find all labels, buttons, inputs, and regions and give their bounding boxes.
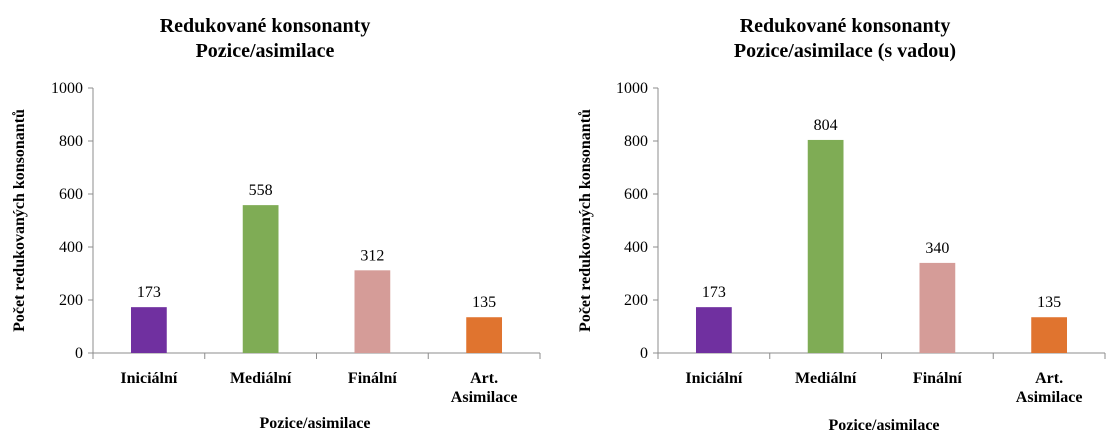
chart-2-title-line-2: Pozice/asimilace (s vadou) [734,40,956,62]
chart-2-bar-1 [695,307,732,353]
chart-1-data-label-1: 173 [137,284,161,301]
chart-1-bar-1 [130,307,167,353]
chart-1-category-label-2: Mediální [230,370,292,387]
chart-2-y-tick-label: 400 [624,239,648,256]
chart-2-data-label-4: 135 [1037,294,1061,311]
chart-2-y-tick-label: 200 [624,292,648,309]
chart-2-bar-2 [807,139,844,353]
chart-1-y-axis-title: Počet redukovaných konsonantů [11,109,28,332]
chart-2-category-label-2: Mediální [795,370,857,387]
chart-1-title-line-2: Pozice/asimilace [196,40,335,62]
chart-2-title-line-1: Redukované konsonanty [740,15,951,37]
chart-1-category-label-1: Iniciální [120,370,177,387]
chart-1-category-label-4: Art. [470,370,498,387]
chart-1-data-label-2: 558 [249,182,273,199]
chart-1-bar-3 [354,270,391,353]
chart-2-bar-4 [1031,317,1068,353]
chart-1-y-tick-label: 0 [75,345,83,362]
chart-1-category-label-3: Finální [348,370,397,387]
chart-1-category-label-4: Asimilace [451,389,518,406]
chart-2-category-label-3: Finální [913,370,962,387]
chart-1-title-line-1: Redukované konsonanty [160,15,371,37]
chart-2-category-label-4: Asimilace [1016,389,1083,406]
chart-2-y-tick-label: 600 [624,186,648,203]
chart-1-y-tick-label: 200 [59,292,83,309]
chart-1-data-label-3: 312 [360,247,384,264]
chart-1-y-tick-label: 400 [59,239,83,256]
chart-1-y-tick-label: 600 [59,186,83,203]
chart-1-y-tick-label: 800 [59,133,83,150]
chart-2-bar-3 [919,262,956,353]
chart-2-y-tick-label: 800 [624,133,648,150]
chart-2-data-label-1: 173 [702,284,726,301]
chart-2-category-label-1: Iniciální [685,370,742,387]
chart-1-y-tick-label: 1000 [51,80,83,97]
chart-1-bar-2 [242,205,279,353]
chart-2-y-axis-title: Počet redukovaných konsonantů [577,109,594,332]
chart-2-y-tick-label: 0 [640,345,648,362]
chart-1-x-axis-title: Pozice/asimilace [259,415,370,432]
chart-2-data-label-3: 340 [925,240,949,257]
chart-1-bar-4 [466,317,503,353]
chart-1-data-label-4: 135 [472,294,496,311]
chart-2-data-label-2: 804 [814,117,838,134]
chart-2-x-axis-title: Pozice/asimilace [828,417,939,434]
chart-2-category-label-4: Art. [1035,370,1063,387]
chart-2-y-tick-label: 1000 [616,80,648,97]
